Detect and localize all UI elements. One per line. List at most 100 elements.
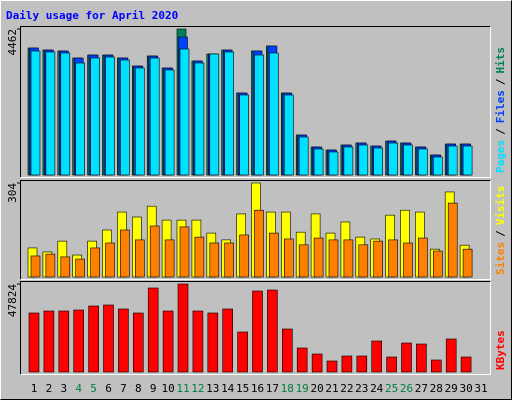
bar — [224, 51, 234, 176]
bar — [164, 69, 175, 176]
bar — [105, 56, 115, 176]
bar — [418, 237, 428, 278]
x-tick-label: 22 — [340, 382, 353, 395]
legend-entry: Files — [494, 90, 507, 123]
bar — [401, 342, 412, 373]
legend-entry: Hits — [494, 47, 507, 74]
bar — [60, 52, 71, 176]
bar — [358, 144, 369, 176]
bar — [462, 145, 473, 176]
bar — [358, 244, 369, 278]
legend-separator: / — [494, 78, 507, 85]
bar — [403, 144, 413, 176]
bar — [105, 242, 115, 278]
bar — [149, 225, 160, 278]
legend: KBytes — [494, 330, 507, 370]
bar — [120, 229, 130, 278]
bar — [30, 50, 41, 176]
bar — [194, 62, 205, 176]
bar — [224, 242, 234, 278]
bar — [103, 304, 114, 373]
bar — [209, 242, 220, 278]
bar — [28, 312, 40, 373]
x-tick-label: 11 — [176, 382, 189, 395]
bar — [386, 356, 397, 373]
bar — [207, 312, 219, 373]
legend: Pages / Files / Hits — [494, 47, 507, 173]
bar — [209, 53, 220, 176]
bar — [222, 308, 233, 373]
legend-entry: Visits — [494, 186, 507, 226]
bar — [252, 290, 263, 373]
x-tick-label: 23 — [355, 382, 368, 395]
bar — [403, 242, 413, 278]
bar — [373, 147, 384, 176]
x-tick-label: 10 — [161, 382, 174, 395]
x-tick-label: 19 — [296, 382, 309, 395]
x-tick-label: 8 — [135, 382, 142, 395]
x-tick-label: 26 — [400, 382, 413, 395]
bar — [164, 239, 175, 278]
bar — [296, 347, 308, 373]
bar — [90, 57, 100, 176]
bar — [445, 338, 457, 373]
x-tick-label: 20 — [310, 382, 323, 395]
legend-entry: KBytes — [494, 330, 507, 370]
bar — [371, 340, 383, 373]
bar — [58, 310, 70, 373]
bar — [283, 238, 294, 278]
bar — [373, 240, 384, 278]
bar — [147, 287, 159, 373]
bar — [418, 148, 428, 176]
x-tick-label: 2 — [46, 382, 53, 395]
y-tick-label: 304 — [6, 183, 19, 203]
bar — [326, 360, 338, 373]
bar — [192, 310, 204, 373]
panel-shadow — [20, 26, 491, 178]
x-tick-label: 24 — [370, 382, 384, 395]
bar — [313, 237, 324, 278]
bar — [177, 283, 189, 373]
bar — [254, 209, 264, 278]
bar — [75, 258, 85, 278]
bar — [135, 239, 145, 278]
x-tick-label: 9 — [150, 382, 157, 395]
bar — [239, 234, 249, 278]
bar — [45, 51, 56, 176]
bar — [328, 151, 339, 176]
x-tick-label: 15 — [236, 382, 249, 395]
legend-separator: / — [494, 230, 507, 237]
x-tick-label: 17 — [266, 382, 279, 395]
bar — [432, 250, 443, 278]
panel-shadow — [20, 180, 491, 280]
chart-title: Daily usage for April 2020 — [6, 9, 178, 22]
x-tick-label: 7 — [120, 382, 127, 395]
bar — [447, 145, 458, 176]
x-tick-label: 6 — [105, 382, 112, 395]
x-tick-label: 3 — [60, 382, 67, 395]
x-tick-label: 27 — [415, 382, 428, 395]
bar — [313, 148, 324, 176]
bar — [120, 59, 130, 176]
x-tick-label: 16 — [251, 382, 264, 395]
bar — [88, 305, 99, 373]
bar — [416, 343, 427, 373]
x-tick-label: 14 — [221, 382, 235, 395]
x-tick-label: 21 — [325, 382, 338, 395]
bar — [432, 156, 443, 176]
x-tick-label: 5 — [90, 382, 97, 395]
bar — [388, 239, 398, 278]
bar — [179, 226, 190, 278]
x-tick-label: 13 — [206, 382, 219, 395]
bar — [133, 312, 144, 373]
bar — [269, 232, 279, 278]
legend-entry: Sites — [494, 242, 507, 275]
y-tick-label: 47824 — [6, 284, 19, 317]
bar — [179, 48, 190, 176]
panel-shadow — [20, 281, 491, 375]
x-tick-label: 1 — [31, 382, 38, 395]
bar — [298, 244, 309, 278]
bar — [194, 236, 205, 278]
bar — [460, 356, 472, 373]
